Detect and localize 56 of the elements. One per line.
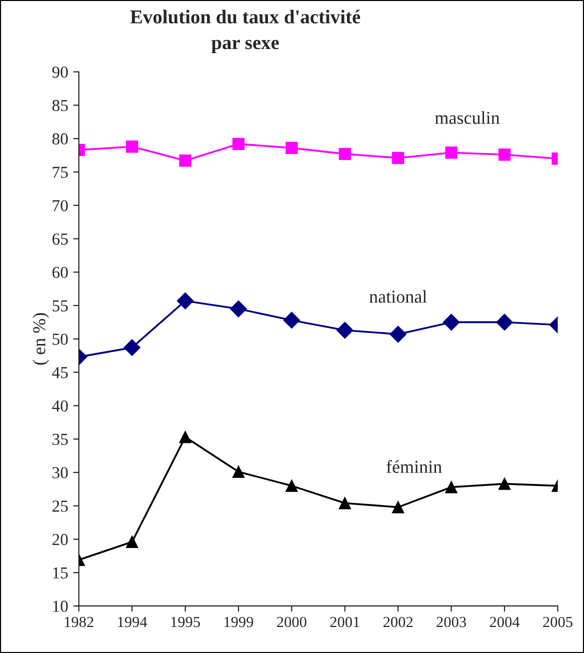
x-tick-label: 1995 — [171, 616, 200, 628]
x-tick-label: 2005 — [543, 616, 572, 628]
point — [445, 481, 458, 494]
y-tick-label: 50 — [52, 334, 68, 345]
point — [445, 146, 458, 159]
point — [442, 314, 460, 331]
point — [392, 501, 404, 514]
y-tick-label: 20 — [52, 534, 68, 546]
y-tick-label: 65 — [52, 234, 68, 245]
point — [179, 430, 192, 444]
point — [390, 326, 406, 343]
point — [496, 314, 513, 331]
y-tick-label: 15 — [53, 567, 68, 579]
x-tick-label: 2003 — [436, 616, 466, 628]
series-label: national — [369, 290, 427, 303]
y-tick-label: 70 — [52, 200, 68, 212]
x-tick-label: 1994 — [118, 616, 148, 628]
y-tick-label: 80 — [52, 133, 68, 145]
y-tick-label: 85 — [52, 100, 68, 112]
y-tick-label: 45 — [52, 367, 68, 378]
y-tick-label: 30 — [52, 467, 68, 478]
point — [498, 148, 511, 161]
y-tick-label: 75 — [52, 166, 68, 178]
y-tick-label: 90 — [52, 66, 68, 78]
point — [126, 140, 138, 153]
point — [336, 322, 354, 339]
x-tick-label: 2001 — [330, 616, 360, 628]
y-tick-label: 25 — [52, 500, 68, 512]
y-axis-title: ( en %) — [32, 313, 49, 365]
y-tick-label: 10 — [53, 600, 68, 612]
point — [176, 292, 194, 310]
series-label: masculin — [435, 111, 500, 124]
x-tick-label: 2004 — [490, 616, 520, 628]
point — [286, 480, 298, 492]
point — [179, 154, 192, 167]
y-tick-label: 60 — [52, 266, 68, 278]
y-tick-label: 40 — [52, 400, 68, 412]
point — [230, 300, 247, 318]
chart-title: Evolution du taux d'activité par sexe — [130, 10, 360, 54]
point — [124, 339, 140, 356]
point — [286, 142, 298, 154]
point — [283, 312, 300, 329]
point — [338, 148, 351, 160]
point — [126, 536, 138, 548]
y-tick-label: 55 — [52, 300, 68, 312]
series-label: féminin — [386, 460, 442, 473]
x-tick-label: 2002 — [383, 616, 413, 628]
y-tick-label: 35 — [52, 434, 68, 446]
point — [498, 478, 511, 490]
x-tick-label: 1982 — [64, 616, 94, 628]
x-tick-label: 1999 — [224, 616, 254, 628]
point — [232, 138, 245, 150]
point — [392, 152, 404, 164]
x-tick-label: 2000 — [277, 616, 306, 628]
point — [232, 466, 245, 478]
point — [338, 497, 351, 510]
